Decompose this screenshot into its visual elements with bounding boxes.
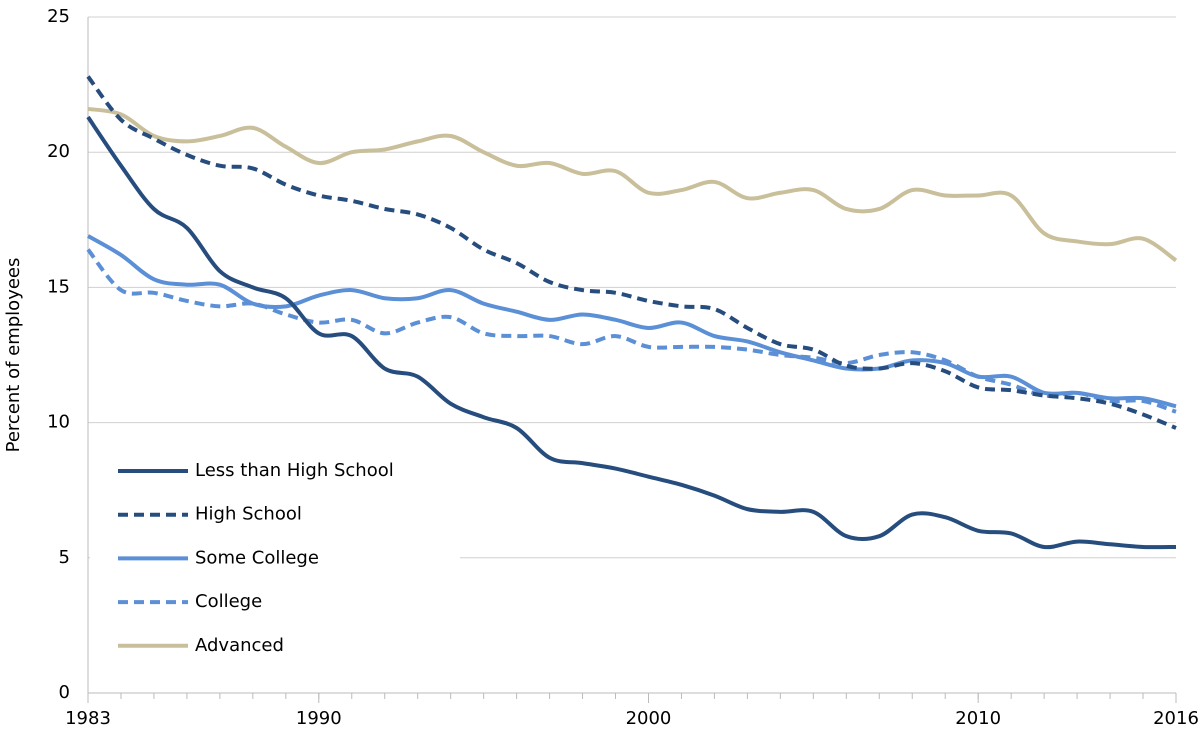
x-tick-label: 1983 — [65, 708, 111, 729]
legend-label: Some College — [195, 547, 319, 568]
y-tick-label: 15 — [47, 276, 70, 297]
legend-label: Less than High School — [195, 460, 394, 481]
x-tick-label: 2000 — [626, 708, 672, 729]
legend-label: College — [195, 591, 262, 612]
y-tick-label: 5 — [59, 547, 70, 568]
legend-label: Advanced — [195, 635, 284, 656]
line-series — [87, 106, 1178, 263]
x-tick-label: 2016 — [1153, 708, 1199, 729]
y-tick-label: 25 — [47, 6, 70, 27]
y-tick-label: 20 — [47, 141, 70, 162]
line-series — [86, 248, 1177, 414]
y-tick-label: 10 — [47, 412, 70, 433]
y-axis-label: Percent of employees — [3, 258, 24, 453]
legend-label: High School — [195, 504, 302, 525]
x-tick-label: 1990 — [296, 708, 342, 729]
line-series — [86, 75, 1177, 430]
x-tick-label: 2010 — [955, 708, 1001, 729]
line-series — [87, 234, 1177, 409]
line-series — [86, 115, 1177, 550]
y-tick-label: 0 — [59, 682, 70, 703]
